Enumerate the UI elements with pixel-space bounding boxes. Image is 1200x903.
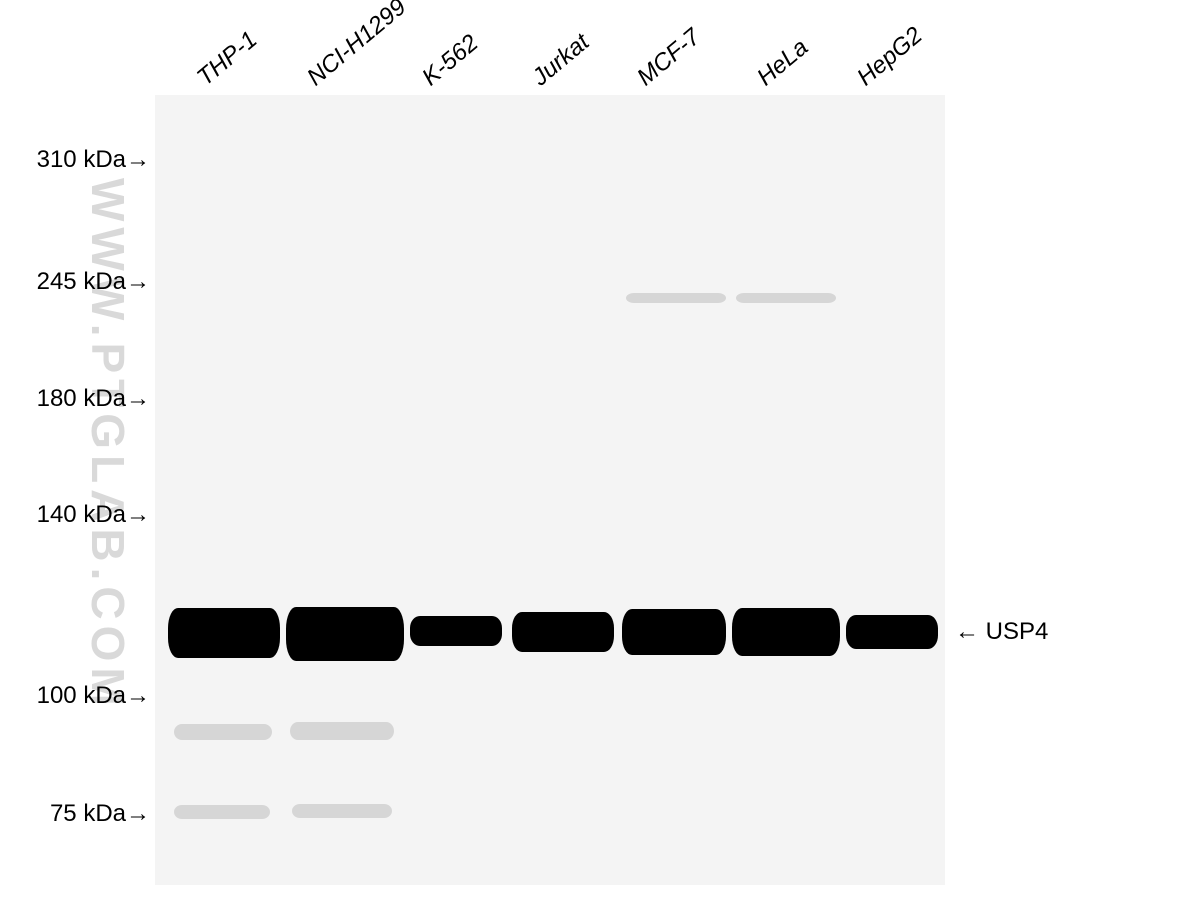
watermark-text: WWW.PTGLAB.COM bbox=[81, 178, 135, 712]
right-arrow-icon: → bbox=[126, 501, 150, 529]
mw-marker-label: 100 kDa→ bbox=[0, 682, 150, 710]
faint-band bbox=[626, 293, 726, 303]
blot-membrane bbox=[155, 95, 945, 885]
mw-marker-label: 245 kDa→ bbox=[0, 268, 150, 296]
lane-label: MCF-7 bbox=[632, 23, 706, 92]
faint-band bbox=[292, 804, 392, 818]
left-arrow-icon: ← bbox=[955, 618, 979, 645]
right-arrow-icon: → bbox=[126, 268, 150, 296]
protein-band bbox=[512, 612, 614, 652]
faint-band bbox=[736, 293, 836, 303]
protein-band bbox=[622, 609, 726, 655]
right-arrow-icon: → bbox=[126, 682, 150, 710]
protein-band bbox=[286, 607, 404, 661]
lane-label: THP-1 bbox=[192, 26, 263, 92]
protein-band bbox=[168, 608, 280, 658]
right-arrow-icon: → bbox=[126, 800, 150, 828]
lane-label: Jurkat bbox=[527, 29, 595, 92]
target-protein-name: USP4 bbox=[986, 618, 1049, 645]
mw-marker-text: 245 kDa bbox=[37, 268, 126, 295]
right-arrow-icon: → bbox=[126, 385, 150, 413]
mw-marker-text: 140 kDa bbox=[37, 501, 126, 528]
target-protein-label: ← USP4 bbox=[955, 618, 1048, 646]
mw-marker-text: 310 kDa bbox=[37, 146, 126, 173]
mw-marker-label: 310 kDa→ bbox=[0, 146, 150, 174]
mw-marker-label: 180 kDa→ bbox=[0, 385, 150, 413]
protein-band bbox=[732, 608, 840, 656]
faint-band bbox=[174, 724, 272, 740]
protein-band bbox=[846, 615, 938, 649]
faint-band bbox=[174, 805, 270, 819]
western-blot-figure: WWW.PTGLAB.COM THP-1 NCI-H1299K-562 Jurkat… bbox=[0, 0, 1200, 903]
mw-marker-label: 75 kDa→ bbox=[0, 800, 150, 828]
mw-marker-text: 75 kDa bbox=[50, 800, 126, 827]
lane-label: HepG2 bbox=[852, 22, 928, 92]
mw-marker-text: 100 kDa bbox=[37, 682, 126, 709]
mw-marker-label: 140 kDa→ bbox=[0, 501, 150, 529]
lane-label: K-562 bbox=[417, 29, 484, 92]
right-arrow-icon: → bbox=[126, 146, 150, 174]
protein-band bbox=[410, 616, 502, 646]
faint-band bbox=[290, 722, 394, 740]
lane-label: HeLa bbox=[752, 34, 814, 92]
mw-marker-text: 180 kDa bbox=[37, 385, 126, 412]
lane-label: NCI-H1299 bbox=[302, 0, 412, 92]
